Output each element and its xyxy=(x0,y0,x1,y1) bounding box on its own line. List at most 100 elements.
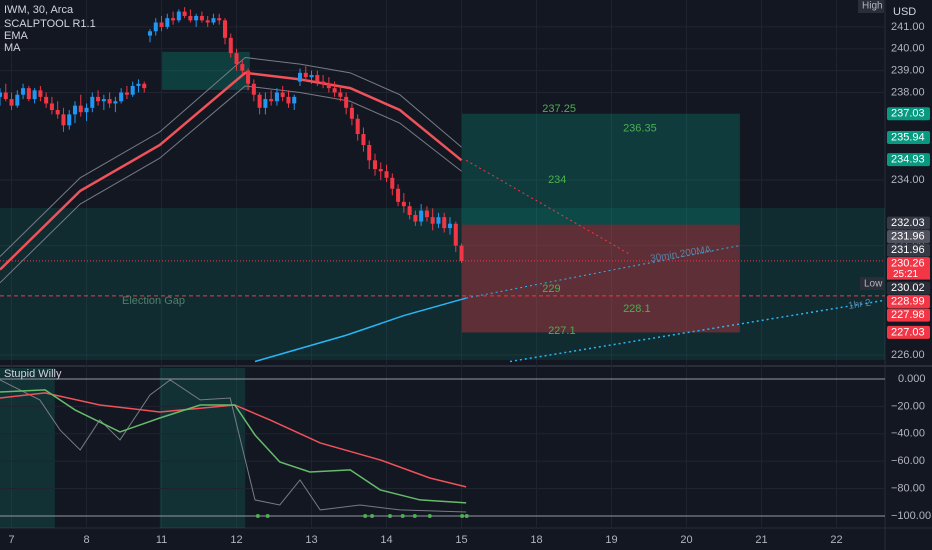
price-badge xyxy=(887,153,930,167)
shade-zone xyxy=(159,368,246,528)
candle-body xyxy=(159,22,164,27)
y-tick-label: 226.00 xyxy=(891,349,925,361)
candle-body xyxy=(286,96,291,104)
price-badge-label: 237.03 xyxy=(891,108,925,120)
signal-dot xyxy=(400,513,405,518)
candle-body xyxy=(84,107,89,113)
candle-body xyxy=(113,101,118,104)
indicator-line xyxy=(254,297,467,363)
y-tick-label: 238.00 xyxy=(891,86,925,98)
indicator-line xyxy=(465,159,631,255)
candle-body xyxy=(401,201,406,207)
level-label: 229 xyxy=(542,283,560,295)
candle-body xyxy=(153,22,158,32)
candle-body xyxy=(182,11,187,16)
indicator-line xyxy=(509,299,886,363)
candle-body xyxy=(413,214,418,222)
oscillator-line xyxy=(0,379,467,513)
candle-body xyxy=(430,217,435,224)
price-badge xyxy=(887,281,930,295)
candle-body xyxy=(442,217,447,229)
level-label: 228.1 xyxy=(623,303,651,315)
price-badge xyxy=(887,107,930,121)
x-tick-label: 14 xyxy=(380,534,392,546)
candle-body xyxy=(240,64,245,71)
candle-body xyxy=(9,99,14,106)
low-box xyxy=(860,277,884,290)
candle-body xyxy=(217,18,222,21)
price-badge xyxy=(887,243,930,257)
candle-body xyxy=(55,110,60,115)
candle-body xyxy=(49,103,54,111)
line-label: 1hr 2 xyxy=(848,297,873,311)
candle-body xyxy=(15,94,20,106)
indicator-line xyxy=(0,71,463,271)
candle-body xyxy=(32,90,37,100)
candle-body xyxy=(263,99,268,108)
candle-body xyxy=(130,85,135,95)
indicator-line xyxy=(466,245,740,299)
zone xyxy=(461,113,740,225)
candle-body xyxy=(61,114,66,126)
y-tick-label: −100.00 xyxy=(891,510,931,522)
x-tick-label: 15 xyxy=(455,534,467,546)
candle-body xyxy=(211,18,216,23)
signal-dot xyxy=(427,513,432,518)
price-badge-label: 232.03 xyxy=(891,217,925,229)
y-tick-label: −20.00 xyxy=(891,400,925,412)
candle-body xyxy=(234,53,239,65)
candle-body xyxy=(222,20,228,38)
price-badge-label: 235.94 xyxy=(891,131,925,143)
currency-box xyxy=(886,3,930,20)
price-badge xyxy=(887,131,930,145)
candle-body xyxy=(44,96,49,104)
candle-body xyxy=(321,81,326,84)
candle-body xyxy=(90,96,95,108)
indicator-name: MA xyxy=(4,42,21,54)
candle-body xyxy=(338,92,343,97)
candle-body xyxy=(274,92,279,102)
price-badge-label: 230.26 xyxy=(891,257,925,269)
signal-dot xyxy=(412,513,417,518)
candle-body xyxy=(407,206,412,215)
y-tick-label: −40.00 xyxy=(891,428,925,440)
candle-body xyxy=(107,99,112,104)
candle-body xyxy=(453,223,458,246)
y-tick-label: 240.00 xyxy=(891,43,925,55)
candle-body xyxy=(315,75,320,82)
candle-body xyxy=(384,171,389,178)
candle-body xyxy=(67,114,72,126)
candle-body xyxy=(367,144,372,161)
candle-body xyxy=(424,210,429,218)
pane-title: Stupid Willy xyxy=(4,368,62,380)
candle-body xyxy=(72,105,78,115)
candle-body xyxy=(326,83,331,89)
high-box xyxy=(858,0,884,13)
y-tick-label: 241.00 xyxy=(891,21,925,33)
signal-dot xyxy=(460,513,465,518)
zone xyxy=(0,207,885,360)
price-badge xyxy=(887,295,930,309)
candle-body xyxy=(194,15,199,21)
candle-body xyxy=(459,245,464,261)
candle-body xyxy=(251,83,256,95)
price-badge-label: 227.03 xyxy=(891,326,925,338)
price-badge xyxy=(887,308,930,322)
candle-body xyxy=(372,160,378,170)
candle-body xyxy=(390,177,395,189)
y-tick-label: −60.00 xyxy=(891,455,925,467)
price-badge-label: 234.93 xyxy=(891,154,925,166)
candle-body xyxy=(101,99,106,102)
candle-body xyxy=(188,15,193,21)
x-tick-label: 11 xyxy=(156,534,167,546)
candle-body xyxy=(355,118,360,135)
candle-body xyxy=(136,83,141,86)
signal-dot xyxy=(255,513,260,518)
candle-body xyxy=(309,75,314,78)
level-label: 237.25 xyxy=(542,103,576,115)
indicator-name: EMA xyxy=(4,30,29,42)
x-tick-label: 18 xyxy=(530,534,542,546)
candle-body xyxy=(396,188,401,202)
